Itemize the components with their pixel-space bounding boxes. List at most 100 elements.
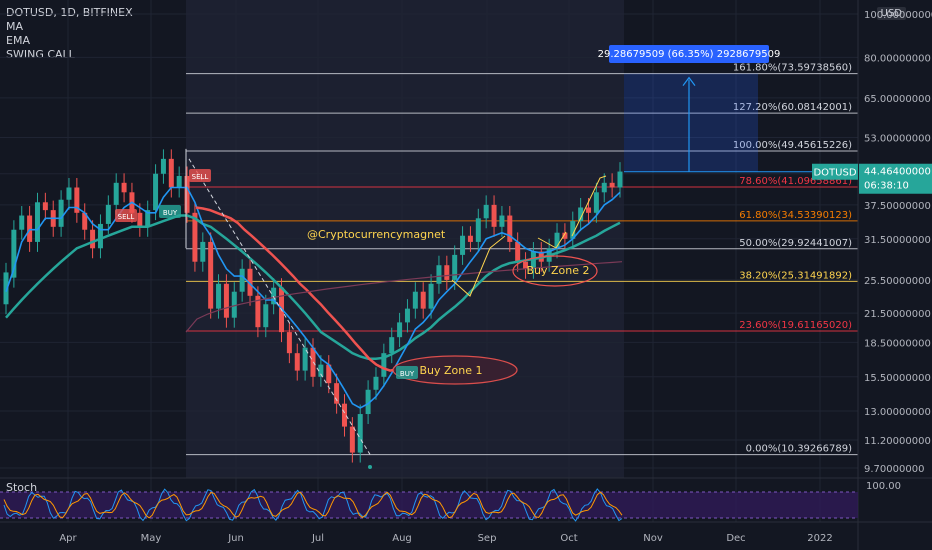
candle-body bbox=[176, 175, 182, 188]
y-tick-label: 21.50000000 bbox=[864, 309, 931, 320]
candle-body bbox=[239, 268, 245, 292]
signal-tag-bg bbox=[115, 209, 137, 222]
measure-arrowhead bbox=[682, 76, 696, 87]
candle-body bbox=[428, 283, 434, 309]
candle-body bbox=[247, 268, 253, 296]
fib-label: 23.60%(19.61165020) bbox=[739, 320, 852, 331]
stoch-k-line bbox=[3, 488, 623, 522]
candle-body bbox=[34, 202, 40, 242]
buy-zone-1-label: Buy Zone 1 bbox=[419, 364, 482, 377]
x-tick-label: Dec bbox=[726, 533, 745, 544]
candle-body bbox=[58, 199, 64, 227]
signal-tag: SELL bbox=[118, 213, 135, 221]
candle-body bbox=[200, 241, 206, 262]
candle-body bbox=[365, 389, 371, 415]
candle-body bbox=[491, 204, 497, 227]
candle-body bbox=[515, 241, 521, 262]
candle-body bbox=[66, 187, 72, 200]
buy-zone-1-ellipse bbox=[392, 355, 518, 385]
candle-body bbox=[90, 229, 96, 249]
signal-tag: BUY bbox=[163, 209, 178, 217]
candle-body bbox=[271, 287, 277, 305]
candle-body bbox=[617, 171, 623, 188]
y-tick-label: 13.00000000 bbox=[864, 407, 931, 418]
ema-fast-line bbox=[5, 186, 621, 409]
signal-tag: SELL bbox=[192, 173, 209, 181]
candle-body bbox=[74, 187, 80, 213]
grid bbox=[0, 0, 858, 522]
low-marker bbox=[368, 465, 372, 469]
candle-body bbox=[593, 192, 599, 213]
candle-body bbox=[11, 229, 17, 278]
candle-body bbox=[349, 426, 355, 453]
candle-body bbox=[397, 322, 403, 338]
candle-body bbox=[341, 403, 347, 427]
fib-label: 38.20%(25.31491892) bbox=[739, 270, 852, 281]
x-tick-label: Aug bbox=[392, 533, 412, 544]
candle-body bbox=[381, 353, 387, 377]
y-tick-label: 65.00000000 bbox=[864, 94, 931, 105]
stoch-d-line bbox=[3, 491, 623, 519]
price-tag-bg bbox=[859, 163, 932, 194]
candle-body bbox=[286, 332, 292, 354]
candle-body bbox=[523, 261, 529, 269]
candle-body bbox=[42, 202, 48, 211]
x-tick-label: Nov bbox=[643, 533, 663, 544]
ma-long-line bbox=[185, 261, 623, 333]
fib-label: 0.00%(10.39266789) bbox=[746, 444, 852, 455]
x-tick-label: Sep bbox=[478, 533, 497, 544]
candle-body bbox=[601, 182, 607, 193]
ema-slow-line bbox=[5, 214, 621, 361]
candle-body bbox=[82, 212, 88, 230]
candle-body bbox=[420, 291, 426, 309]
stoch-layer: 100.00 bbox=[0, 481, 901, 522]
candle-body bbox=[105, 204, 111, 224]
candle-body bbox=[475, 218, 481, 242]
candle-body bbox=[586, 207, 592, 213]
candle-body bbox=[326, 364, 332, 384]
anno-layer: @Cryptocurrencymagnet Buy Zone 1 Buy Zone … bbox=[115, 169, 598, 385]
currency-button[interactable]: USD bbox=[876, 7, 906, 20]
candle-body bbox=[404, 308, 410, 323]
candle-body bbox=[507, 215, 513, 242]
y-tick-label: 25.50000000 bbox=[864, 276, 931, 287]
stoch-tick: 100.00 bbox=[866, 481, 901, 492]
y-tick-label: 9.70000000 bbox=[864, 464, 924, 475]
y-tick-label: 31.50000000 bbox=[864, 235, 931, 246]
candle-body bbox=[121, 182, 127, 193]
trend-line bbox=[188, 158, 371, 455]
candle-body bbox=[318, 364, 324, 377]
x-tick-label: Jul bbox=[311, 533, 324, 544]
candle-body bbox=[389, 337, 395, 354]
y-tick-label: 100.00000000 bbox=[864, 10, 932, 21]
indicator-ma[interactable]: MA bbox=[6, 20, 24, 33]
candle-body bbox=[412, 291, 418, 309]
candle-body bbox=[373, 376, 379, 390]
candle-body bbox=[231, 291, 237, 318]
measure-label: 29.28679509 (66.35%) 2928679509 bbox=[598, 49, 781, 60]
candle-body bbox=[334, 383, 340, 404]
watermark-text: @Cryptocurrencymagnet bbox=[307, 228, 446, 241]
symbol-line[interactable]: DOTUSD, 1D, BITFINEX bbox=[6, 6, 133, 19]
y-tick-label: 80.00000000 bbox=[864, 53, 931, 64]
indicator-ema[interactable]: EMA bbox=[6, 34, 30, 47]
stoch-label: Stoch bbox=[6, 481, 38, 494]
candle-body bbox=[223, 283, 229, 318]
candle-body bbox=[357, 414, 363, 453]
candle-body bbox=[3, 272, 9, 305]
candle-body bbox=[160, 158, 166, 174]
symbol-tag: DOTUSD bbox=[813, 168, 856, 179]
candle-body bbox=[113, 182, 119, 205]
candle-body bbox=[192, 212, 198, 262]
candle-body bbox=[294, 353, 300, 371]
candle-body bbox=[570, 221, 576, 239]
candle-body bbox=[609, 182, 615, 188]
line-layer bbox=[5, 148, 623, 469]
candle-body bbox=[208, 241, 214, 309]
symbol-tag-bg bbox=[812, 163, 858, 180]
measure-layer: 29.28679509 (66.35%) 2928679509 bbox=[598, 45, 858, 173]
candle-body bbox=[460, 235, 466, 255]
